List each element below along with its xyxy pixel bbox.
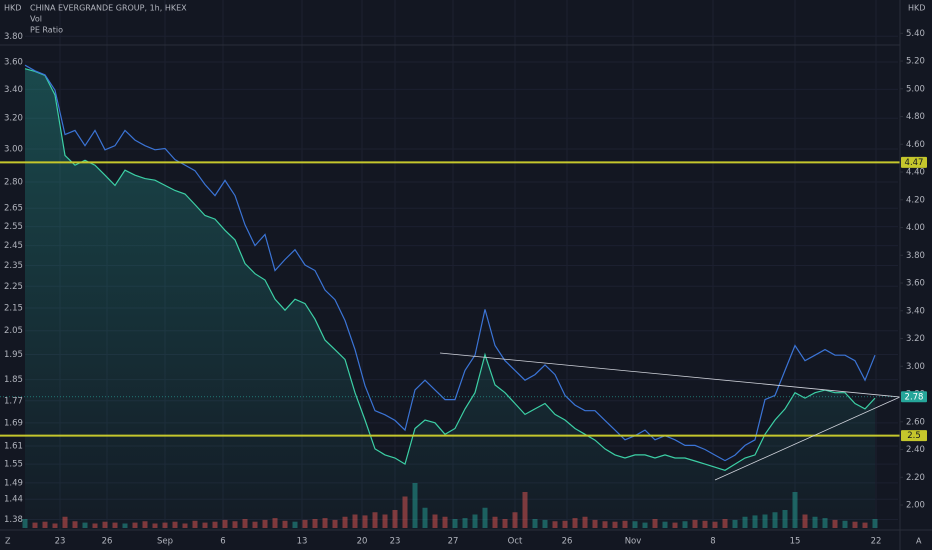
price-line	[24, 68, 876, 471]
indicator-label: PE Ratio	[30, 26, 63, 35]
y-tick-label: 2.25	[4, 282, 23, 292]
y2-tick-label: 3.60	[906, 279, 925, 289]
x-tick-label: 13	[297, 537, 308, 547]
y-tick-label: 2.15	[4, 303, 23, 313]
x-tick-label: 6	[220, 537, 225, 547]
y-tick-label: 3.80	[4, 32, 23, 42]
level-label: 4.47	[905, 158, 924, 168]
y-tick-label: 2.45	[4, 241, 23, 251]
y2-tick-label: 4.60	[906, 140, 925, 150]
y-tick-label: 2.35	[4, 261, 23, 271]
y-tick-label: 3.40	[4, 85, 23, 95]
y2-tick-label: 4.20	[906, 195, 925, 205]
trendline	[439, 352, 901, 398]
x-tick-label: Sep	[157, 537, 173, 547]
y-tick-label: 1.85	[4, 375, 23, 385]
y-tick-label: 2.05	[4, 326, 23, 336]
trendline	[714, 396, 901, 481]
y2-tick-label: 2.40	[906, 445, 925, 455]
y2-tick-label: 2.60	[906, 417, 925, 427]
scale-button[interactable]: A	[916, 537, 922, 546]
y-tick-label: 1.69	[4, 418, 23, 428]
y2-tick-label: 4.40	[906, 168, 925, 178]
plot	[0, 64, 900, 530]
x-tick-label: 23	[55, 537, 66, 547]
x-tick-label: Oct	[508, 537, 523, 547]
y-tick-label: 1.77	[4, 396, 23, 406]
symbol-title: CHINA EVERGRANDE GROUP, 1h, HKEX	[30, 4, 187, 13]
level-badge	[901, 156, 927, 168]
y-tick-label: 1.44	[4, 495, 23, 505]
y-tick-label: 2.55	[4, 222, 23, 232]
x-tick-label: 27	[448, 537, 459, 547]
x-tick-label: 22	[871, 537, 882, 547]
x-tick-label: 8	[710, 537, 715, 547]
last-price-badge	[901, 391, 927, 403]
y2-tick-label: 3.40	[906, 306, 925, 316]
y2-tick-label: 3.00	[906, 362, 925, 372]
y2-tick-label: 5.20	[906, 57, 925, 67]
y-tick-label: 3.60	[4, 58, 23, 68]
y-tick-label: 1.61	[4, 441, 23, 451]
pe-ratio-line	[24, 64, 876, 462]
x-tick-label: 23	[390, 537, 401, 547]
x-tick-label: 26	[562, 537, 573, 547]
y-tick-label: 3.20	[4, 114, 23, 124]
y-tick-label: 1.55	[4, 460, 23, 470]
axes: 23 26 Sep 6 13 20 23 27 Oct 26 Nov 8 15 22 3.80 3.60 3.4…	[4, 29, 927, 547]
y-tick-label: 2.65	[4, 204, 23, 214]
level-badge	[901, 430, 927, 442]
y2-tick-label: 2.20	[906, 473, 925, 483]
y-tick-label: 1.49	[4, 478, 23, 488]
indicator-label: Vol	[30, 15, 42, 24]
y2-tick-label: 5.40	[906, 29, 925, 39]
y2-tick-label: 4.80	[906, 112, 925, 122]
y-tick-label: 1.95	[4, 350, 23, 360]
price-area	[25, 68, 875, 530]
y-tick-label: 2.80	[4, 177, 23, 187]
last-price-label: 2.78	[905, 392, 924, 402]
x-tick-label: Nov	[625, 537, 642, 547]
x-tick-label: 20	[357, 537, 368, 547]
y2-tick-label: 2.00	[906, 501, 925, 511]
y2-tick-label: 3.20	[906, 334, 925, 344]
y2-tick-label: 4.00	[906, 223, 925, 233]
x-tick-label: 15	[790, 537, 801, 547]
x-tick-label: 26	[102, 537, 113, 547]
time-axis	[0, 530, 932, 550]
y-tick-label: 3.00	[4, 145, 23, 155]
y-tick-label: 1.38	[4, 515, 23, 525]
y2-tick-label: 5.00	[906, 84, 925, 94]
currency-label: HKD	[4, 4, 21, 13]
y2-tick-label: 3.80	[906, 251, 925, 261]
currency-label: HKD	[908, 4, 925, 13]
level-label: 2.5	[907, 431, 921, 441]
scale-button[interactable]: Z	[5, 537, 11, 546]
